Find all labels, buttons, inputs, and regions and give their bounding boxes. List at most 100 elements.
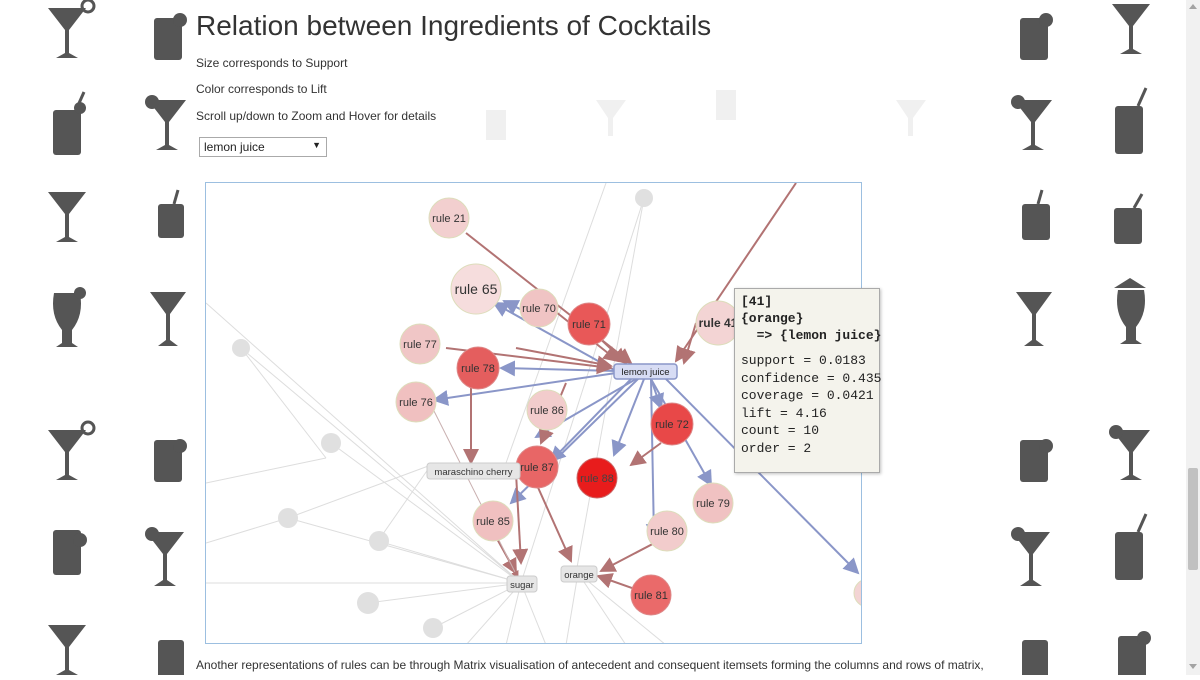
legend-color-note: Color corresponds to Lift xyxy=(196,82,327,96)
martini-icon xyxy=(48,0,96,58)
tooltip-order: order = 2 xyxy=(741,440,812,456)
lowball-icon xyxy=(1022,640,1048,680)
item-label: maraschino cherry xyxy=(434,467,512,478)
highball-icon xyxy=(1020,13,1053,60)
node-label: rule 76 xyxy=(399,397,433,409)
martini-icon xyxy=(1011,527,1050,586)
node-label: rule 71 xyxy=(572,319,606,331)
scroll-up-icon[interactable] xyxy=(1189,4,1197,9)
node-label: rule 70 xyxy=(522,303,556,315)
footer-paragraph: Another representations of rules can be … xyxy=(196,658,984,672)
tooltip-lift: lift = 4.16 xyxy=(741,405,827,421)
scrollbar-thumb[interactable] xyxy=(1188,468,1198,570)
martini-icon xyxy=(1112,4,1150,54)
martini-icon xyxy=(145,527,184,586)
martini-icon xyxy=(1011,95,1052,150)
node-label: rule 86 xyxy=(530,405,564,417)
node-rule-76[interactable]: rule 76 xyxy=(395,381,437,423)
chevron-down-icon: ▼ xyxy=(312,140,321,150)
node-offscreen-right[interactable] xyxy=(853,579,862,607)
tooltip-support: support = 0.0183 xyxy=(741,353,866,368)
legend-size-note: Size corresponds to Support xyxy=(196,56,348,70)
node-label: rule 21 xyxy=(432,213,466,225)
martini-icon xyxy=(1016,292,1052,346)
highball-icon xyxy=(154,13,187,60)
rule-tooltip: [41] {orange} => {lemon juice} support =… xyxy=(734,288,882,473)
page-title: Relation between Ingredients of Cocktail… xyxy=(196,10,712,41)
lowball-icon xyxy=(1022,189,1050,240)
lowball-icon xyxy=(158,189,184,238)
hurricane-icon xyxy=(53,287,86,347)
node-label: rule 88 xyxy=(580,473,614,485)
cocktail-icons-left xyxy=(48,0,187,680)
node-rule-70[interactable]: rule 70 xyxy=(519,288,559,328)
item-label: sugar xyxy=(510,580,534,591)
item-nodes[interactable]: lemon juice maraschino cherry sugar oran… xyxy=(426,363,678,593)
tooltip-rhs: => {lemon juice} xyxy=(741,328,882,343)
tooltip-rule-id: [41] xyxy=(741,294,773,309)
martini-icon xyxy=(1109,425,1150,480)
item-label: lemon juice xyxy=(621,367,669,378)
network-svg[interactable]: rule 21 rule 65 rule 70 rule 71 rule 41 … xyxy=(206,183,862,644)
node-rule-78[interactable]: rule 78 xyxy=(456,346,500,390)
background-edges xyxy=(206,183,665,643)
node-label: rule 87 xyxy=(520,462,554,474)
node-label: rule 81 xyxy=(634,590,668,602)
node-rule-71[interactable]: rule 71 xyxy=(567,302,611,346)
martini-icon xyxy=(48,420,96,480)
mojito-icon xyxy=(53,530,87,575)
scroll-down-icon[interactable] xyxy=(1189,664,1197,669)
node-label: rule 85 xyxy=(476,516,510,528)
node-label: rule 79 xyxy=(696,498,730,510)
node-rule-79[interactable]: rule 79 xyxy=(692,482,734,524)
item-maraschino-cherry[interactable]: maraschino cherry xyxy=(426,462,521,480)
node-rule-21[interactable]: rule 21 xyxy=(428,197,470,239)
tooltip-lhs: {orange} xyxy=(741,311,804,326)
node-rule-72[interactable]: rule 72 xyxy=(650,402,694,446)
ingredient-select[interactable]: lemon juice ▼ xyxy=(199,137,327,157)
item-sugar[interactable]: sugar xyxy=(506,575,538,593)
item-lemon-juice[interactable]: lemon juice xyxy=(613,363,678,380)
tooltip-spacer xyxy=(741,344,873,352)
node-rule-81[interactable]: rule 81 xyxy=(630,574,672,616)
zoom-hover-note: Scroll up/down to Zoom and Hover for det… xyxy=(196,109,437,123)
left-cocktail-decoration xyxy=(0,0,190,680)
tooltip-coverage: coverage = 0.0421 xyxy=(741,388,874,403)
node-label: rule 41 xyxy=(699,316,738,330)
tooltip-confidence: confidence = 0.435 xyxy=(741,370,882,386)
lowball-icon xyxy=(1114,193,1144,244)
main-content: Relation between Ingredients of Cocktail… xyxy=(196,0,996,675)
mojito-icon xyxy=(1115,87,1148,154)
tooltip-count: count = 10 xyxy=(741,423,820,438)
node-rule-88[interactable]: rule 88 xyxy=(576,457,618,499)
lowball-icon xyxy=(158,640,184,680)
item-orange[interactable]: orange xyxy=(560,565,598,583)
node-rule-85[interactable]: rule 85 xyxy=(472,500,514,542)
mojito-icon xyxy=(53,91,86,155)
node-label: rule 65 xyxy=(455,281,498,297)
node-rule-41[interactable]: rule 41 xyxy=(695,300,741,346)
right-cocktail-decoration xyxy=(1000,0,1190,680)
page-scrollbar[interactable] xyxy=(1186,0,1200,675)
martini-icon xyxy=(150,292,186,346)
highball-icon xyxy=(1020,439,1053,482)
node-rule-80[interactable]: rule 80 xyxy=(646,510,688,552)
background-nodes xyxy=(232,189,653,638)
highball-icon xyxy=(154,439,187,482)
node-rule-65[interactable]: rule 65 xyxy=(450,263,502,315)
ingredient-select-value: lemon juice xyxy=(204,140,265,154)
node-rule-86[interactable]: rule 86 xyxy=(526,389,568,431)
martini-icon xyxy=(48,625,86,675)
hurricane-icon xyxy=(1114,278,1146,344)
cocktail-icons-right xyxy=(1011,4,1151,680)
highball-icon xyxy=(1118,631,1151,678)
node-rule-77[interactable]: rule 77 xyxy=(399,323,441,365)
node-label: rule 77 xyxy=(403,339,437,351)
rules-network-graph[interactable]: rule 21 rule 65 rule 70 rule 71 rule 41 … xyxy=(205,182,862,644)
martini-icon xyxy=(145,95,186,150)
node-label: rule 80 xyxy=(650,526,684,538)
node-label: rule 78 xyxy=(461,363,495,375)
node-rule-87[interactable]: rule 87 xyxy=(515,445,559,489)
rule-nodes[interactable]: rule 21 rule 65 rule 70 rule 71 rule 41 … xyxy=(395,197,862,616)
node-label: rule 72 xyxy=(655,419,689,431)
